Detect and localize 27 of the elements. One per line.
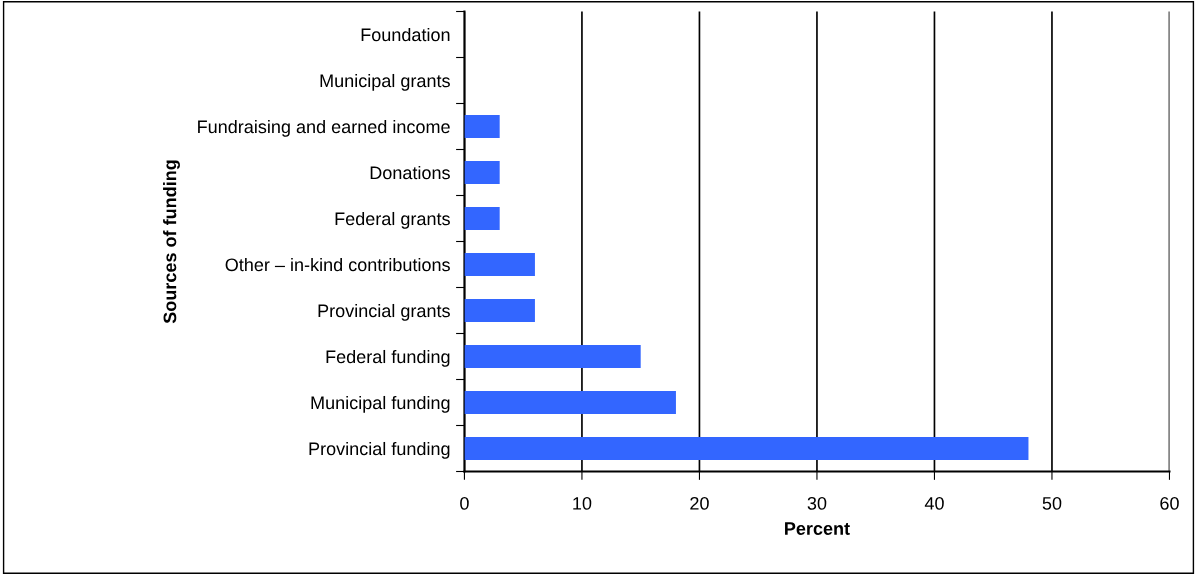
- bar: [464, 253, 535, 276]
- y-axis-title: Sources of funding: [163, 160, 180, 324]
- x-axis-title: Percent: [785, 522, 850, 535]
- y-tick-label: Other – in-kind contributions: [225, 257, 450, 272]
- y-tick-label: Foundation: [361, 27, 450, 42]
- bar: [464, 161, 500, 184]
- y-tick-label: Municipal grants: [320, 73, 450, 91]
- bar: [464, 299, 535, 322]
- x-tick-label: 60: [1160, 496, 1179, 510]
- x-tick-label: 40: [924, 496, 944, 510]
- bar: [464, 207, 500, 230]
- bar: [464, 391, 676, 414]
- y-tick-label: Fundraising and earned income: [198, 119, 450, 137]
- bar: [464, 115, 500, 138]
- y-tick-label: Federal grants: [335, 211, 450, 229]
- x-tick-label: 50: [1042, 496, 1062, 510]
- x-tick-label: 0: [460, 496, 469, 510]
- x-tick-label: 20: [690, 496, 709, 510]
- x-tick-label: 10: [573, 496, 592, 510]
- y-tick-label: Provincial funding: [309, 441, 450, 459]
- y-tick-label: Provincial grants: [318, 303, 450, 321]
- x-tick-label: 30: [807, 496, 827, 510]
- bar: [464, 437, 1029, 460]
- bar: [464, 345, 641, 368]
- y-tick-label: Municipal funding: [311, 395, 450, 413]
- y-tick-label: Donations: [370, 165, 450, 180]
- y-tick-label: Federal funding: [326, 349, 450, 367]
